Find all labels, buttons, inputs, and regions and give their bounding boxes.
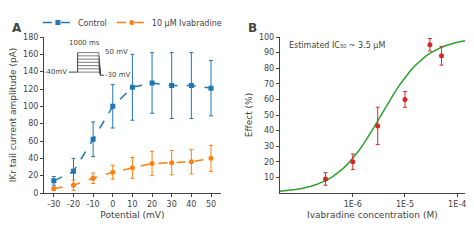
svg-text:160: 160 [23,50,38,59]
svg-text:-20: -20 [67,200,80,209]
svg-text:1E-6: 1E-6 [344,200,362,209]
svg-text:90: 90 [264,48,274,57]
svg-text:-40mV: -40mV [44,68,67,76]
svg-text:10 μM Ivabradine: 10 μM Ivabradine [152,19,222,28]
svg-text:IKr tail current amplitude (pA: IKr tail current amplitude (pA) [8,48,18,183]
svg-text:-10: -10 [87,200,100,209]
svg-text:140: 140 [23,67,38,76]
svg-text:Effect (%): Effect (%) [244,93,254,137]
svg-text:1000 ms: 1000 ms [69,39,100,47]
svg-text:10: 10 [264,173,274,182]
svg-text:20: 20 [147,200,157,209]
svg-text:180: 180 [23,33,38,42]
svg-text:40: 40 [28,154,38,163]
svg-text:40: 40 [264,126,274,135]
svg-text:Potential (mV): Potential (mV) [100,210,164,220]
svg-text:60: 60 [28,137,38,146]
svg-text:Ivabradine concentration (M): Ivabradine concentration (M) [307,210,438,220]
svg-text:40: 40 [186,200,196,209]
svg-text:A: A [12,21,22,35]
svg-text:100: 100 [259,33,274,42]
svg-text:60: 60 [264,95,274,104]
svg-text:70: 70 [264,80,274,89]
svg-text:Control: Control [78,19,107,28]
svg-text:B: B [248,21,257,35]
svg-text:-30 mV: -30 mV [105,71,130,79]
svg-text:20: 20 [28,171,38,180]
svg-text:50 mV: 50 mV [105,48,128,56]
svg-text:120: 120 [23,85,38,94]
svg-text:1E-4: 1E-4 [448,200,466,209]
svg-text:80: 80 [264,64,274,73]
svg-text:20: 20 [264,158,274,167]
svg-text:0: 0 [110,200,115,209]
svg-text:50: 50 [206,200,216,209]
svg-text:80: 80 [28,119,38,128]
svg-text:30: 30 [264,142,274,151]
svg-text:10: 10 [127,200,137,209]
svg-text:50: 50 [264,111,274,120]
svg-text:Estimated IC₅₀ ~ 3.5 μM: Estimated IC₅₀ ~ 3.5 μM [289,41,385,50]
svg-text:0: 0 [33,189,38,198]
svg-text:100: 100 [23,102,38,111]
svg-text:1E-5: 1E-5 [396,200,414,209]
svg-text:-30: -30 [47,200,60,209]
svg-text:30: 30 [167,200,177,209]
